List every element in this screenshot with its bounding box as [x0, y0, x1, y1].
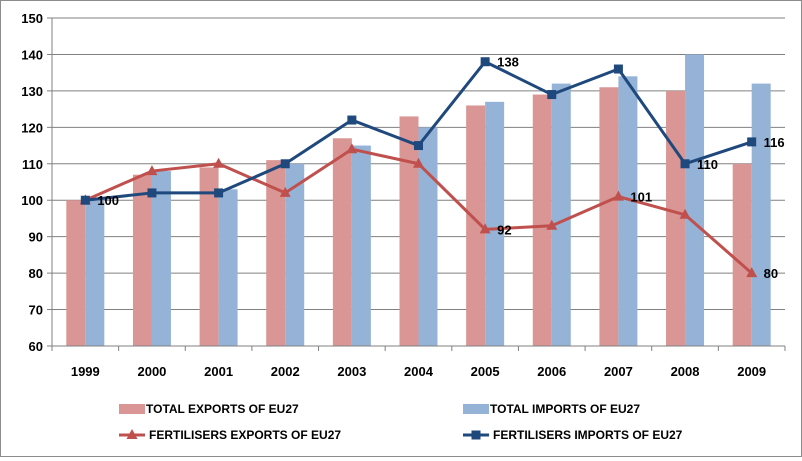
bar-total-exports-of-eu27-2004 [399, 116, 419, 347]
data-label-fertilisers-exports-of-eu27-2007: 101 [630, 190, 652, 205]
legend-total-imports-of-eu27-swatch [463, 404, 489, 414]
data-label-fertilisers-exports-of-eu27-2009: 80 [764, 266, 778, 281]
legend-total-imports-of-eu27-label: TOTAL IMPORTS OF EU27 [490, 402, 640, 416]
bar-total-imports-of-eu27-2005 [485, 101, 505, 346]
marker-fertilisers-exports-of-eu27-2000 [146, 165, 158, 176]
x-tick-label-2004: 2004 [404, 364, 434, 379]
bar-total-imports-of-eu27-2006 [551, 83, 571, 346]
legend-fertilisers-imports-of-eu27-label: FERTILISERS IMPORTS OF EU27 [493, 428, 683, 442]
y-tick-label-150: 150 [21, 11, 43, 26]
bar-total-imports-of-eu27-2002 [285, 163, 305, 346]
x-tick-label-2003: 2003 [337, 364, 366, 379]
marker-fertilisers-imports-of-eu27-2000 [147, 188, 157, 198]
bar-total-exports-of-eu27-1999 [66, 200, 86, 346]
bar-total-imports-of-eu27-1999 [85, 200, 105, 346]
bar-total-imports-of-eu27-2008 [685, 54, 705, 346]
y-tick-label-140: 140 [21, 47, 43, 62]
y-tick-label-130: 130 [21, 84, 43, 99]
marker-fertilisers-imports-of-eu27-2005 [480, 57, 490, 67]
marker-fertilisers-imports-of-eu27-2009 [747, 137, 757, 147]
y-tick-label-90: 90 [29, 230, 43, 245]
marker-fertilisers-imports-of-eu27-2003 [347, 115, 357, 125]
bar-total-exports-of-eu27-2001 [199, 167, 219, 346]
legend-total-exports-of-eu27-swatch [119, 404, 145, 414]
marker-fertilisers-imports-of-eu27-2007 [613, 64, 623, 74]
marker-fertilisers-exports-of-eu27-2001 [213, 157, 225, 168]
y-tick-label-80: 80 [29, 266, 43, 281]
marker-fertilisers-imports-of-eu27-1999 [80, 195, 90, 205]
bar-total-imports-of-eu27-2009 [751, 83, 771, 346]
marker-fertilisers-exports-of-eu27-2007 [612, 190, 624, 201]
x-tick-label-2008: 2008 [671, 364, 700, 379]
data-label-fertilisers-imports-of-eu27-2009: 116 [764, 135, 785, 150]
bar-total-exports-of-eu27-2009 [732, 163, 752, 346]
y-tick-label-60: 60 [29, 339, 43, 354]
bar-total-imports-of-eu27-2001 [218, 189, 238, 346]
bar-total-exports-of-eu27-2007 [599, 87, 619, 346]
x-tick-label-2006: 2006 [537, 364, 566, 379]
x-tick-label-2009: 2009 [737, 364, 766, 379]
legend-fertilisers-exports-of-eu27-label: FERTILISERS EXPORTS OF EU27 [149, 428, 341, 442]
marker-fertilisers-exports-of-eu27-2006 [546, 219, 558, 230]
marker-fertilisers-exports-of-eu27-2004 [413, 157, 424, 168]
y-tick-label-120: 120 [21, 120, 43, 135]
data-label-fertilisers-imports-of-eu27-2005: 138 [497, 55, 519, 70]
data-label-fertilisers-exports-of-eu27-2005: 92 [497, 222, 511, 237]
marker-fertilisers-exports-of-eu27-2009 [746, 267, 758, 278]
legend-total-exports-of-eu27-label: TOTAL EXPORTS OF EU27 [146, 402, 299, 416]
marker-fertilisers-imports-of-eu27-2006 [547, 90, 557, 100]
marker-fertilisers-imports-of-eu27-2002 [280, 159, 290, 169]
marker-fertilisers-exports-of-eu27-2002 [279, 186, 291, 197]
x-tick-label-2005: 2005 [471, 364, 500, 379]
bar-total-imports-of-eu27-2007 [618, 76, 638, 347]
x-tick-label-1999: 1999 [71, 364, 100, 379]
x-tick-label-2002: 2002 [271, 364, 300, 379]
bar-total-exports-of-eu27-2006 [532, 94, 552, 347]
legend-fertilisers-exports-of-eu27-swatch-marker [126, 429, 138, 439]
y-tick-label-100: 100 [21, 193, 43, 208]
marker-fertilisers-exports-of-eu27-2005 [479, 223, 491, 234]
x-tick-label-2001: 2001 [204, 364, 233, 379]
x-tick-label-2000: 2000 [137, 364, 166, 379]
x-tick-label-2007: 2007 [604, 364, 633, 379]
y-tick-label-110: 110 [22, 157, 43, 172]
data-label-fertilisers-imports-of-eu27-1999: 100 [97, 193, 119, 208]
bar-total-imports-of-eu27-2004 [418, 127, 438, 346]
bar-total-exports-of-eu27-2005 [466, 105, 486, 346]
bar-total-exports-of-eu27-2003 [332, 138, 352, 346]
bar-total-imports-of-eu27-2000 [151, 171, 171, 346]
marker-fertilisers-exports-of-eu27-2003 [346, 143, 358, 154]
bar-total-exports-of-eu27-2000 [132, 174, 152, 346]
marker-fertilisers-exports-of-eu27-2008 [679, 208, 691, 219]
bar-total-exports-of-eu27-2002 [266, 160, 286, 346]
marker-fertilisers-imports-of-eu27-2001 [214, 188, 224, 198]
bar-total-imports-of-eu27-2003 [351, 145, 371, 346]
data-label-fertilisers-imports-of-eu27-2008: 110 [697, 157, 718, 172]
y-tick-label-70: 70 [29, 303, 43, 318]
legend-fertilisers-imports-of-eu27-swatch-marker [471, 430, 481, 440]
marker-fertilisers-imports-of-eu27-2004 [414, 141, 423, 151]
marker-fertilisers-imports-of-eu27-2008 [680, 159, 690, 169]
